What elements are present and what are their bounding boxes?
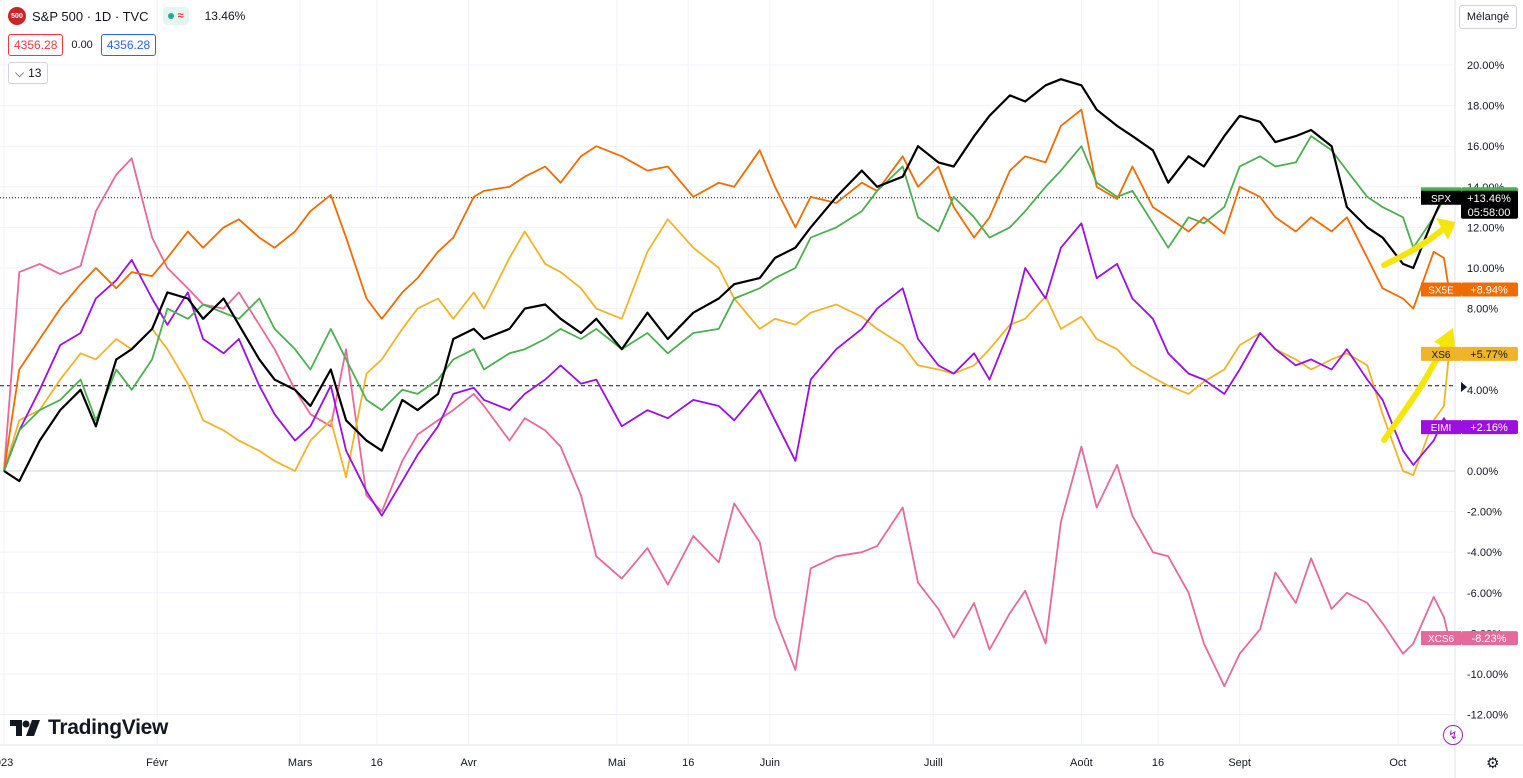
series-name-text: EIMI xyxy=(1431,423,1452,434)
series-name-tag xyxy=(1421,282,1461,297)
series-name-text: XCS6 xyxy=(1428,634,1455,645)
countdown-text: 05:58:00 xyxy=(1468,207,1511,219)
series-label-xcs6: XCS6 -8.23% xyxy=(1421,631,1518,646)
tradingview-logo-text: TradingView xyxy=(48,716,169,739)
series-line-xs6[interactable] xyxy=(3,218,1450,478)
time-scale-tick-label: Juin xyxy=(760,757,780,769)
market-open-dot-icon xyxy=(167,13,174,19)
annotation-arrowhead-upper xyxy=(1436,218,1456,240)
annotation-arrow-upper xyxy=(1381,222,1451,268)
series-line-iwda[interactable] xyxy=(3,135,1450,472)
time-scale-tick-label: Oct xyxy=(1389,757,1406,769)
tradingview-logo[interactable]: TradingView xyxy=(10,716,168,740)
time-scale-tick-label: Juill xyxy=(924,757,943,769)
indicators-count: 13 xyxy=(28,66,42,80)
series-line-eimi[interactable] xyxy=(3,222,1450,517)
time-scale-tick-label: 16 xyxy=(1152,757,1164,769)
series-lines xyxy=(3,78,1450,688)
series-label-spx: SPX +13.46% 05:58:00 xyxy=(1421,190,1518,219)
price-scale-tick-label: -2.00% xyxy=(1467,507,1502,519)
time-scale-tick-label: Févr xyxy=(146,757,168,769)
price-scale-tick-label: 12.00% xyxy=(1467,222,1505,234)
series-name-text: SPX xyxy=(1431,194,1451,205)
series-value-text: -8.23% xyxy=(1472,633,1507,645)
series-label-xs6: XS6 +5.77% xyxy=(1421,346,1518,361)
time-scale-tick-label: Sept xyxy=(1228,757,1251,769)
price-scale-tick-label: -4.00% xyxy=(1467,547,1502,559)
series-name-text: SX5E xyxy=(1428,286,1454,297)
price-scale-tick-label: 16.00% xyxy=(1467,141,1505,153)
time-scale-tick-label: Août xyxy=(1070,757,1093,769)
price-scale-tick-label: -12.00% xyxy=(1467,710,1508,722)
series-value-tag xyxy=(1461,346,1518,361)
series-line-xcs6[interactable] xyxy=(3,157,1450,688)
scale-mode-button[interactable]: Mélangé xyxy=(1459,5,1517,29)
series-value-text: +13.46% xyxy=(1467,193,1511,205)
series-line-sx5e[interactable] xyxy=(3,108,1450,472)
price-scale-tick-label: 8.00% xyxy=(1467,304,1498,316)
price-scale: 20.00%18.00%16.00%14.00%12.00%10.00%8.00… xyxy=(1461,60,1508,722)
series-label-eimi: EIMI +2.16% xyxy=(1421,420,1518,435)
price-scale-tick-label: 0.00% xyxy=(1467,466,1498,478)
series-value-text: +2.16% xyxy=(1470,422,1508,434)
annotation-arrowhead-lower xyxy=(1434,328,1456,352)
price-scale-tick-label: 20.00% xyxy=(1467,60,1505,72)
buy-button[interactable]: 4356.28 xyxy=(100,34,157,56)
market-status-badge[interactable]: ≈ xyxy=(162,7,189,25)
series-name-tag xyxy=(1421,346,1461,361)
chart-grid xyxy=(0,0,1455,745)
series-value-tag xyxy=(1461,282,1518,297)
series-name-tag xyxy=(1421,420,1461,435)
symbol-logo[interactable]: 500 xyxy=(8,7,26,25)
symbol-title[interactable]: S&P 500 · 1D · TVC xyxy=(32,8,149,24)
time-scale-tick-label: Mai xyxy=(608,757,626,769)
time-scale-tick-label: 16 xyxy=(371,757,383,769)
settings-gear-icon[interactable]: ⚙ xyxy=(1486,755,1500,772)
change-percent: 13.46% xyxy=(204,9,246,23)
time-scale-tick-label: 023 xyxy=(0,757,13,769)
spread-value: 0.00 xyxy=(71,39,93,51)
series-label-sx5e: SX5E +8.94% xyxy=(1421,282,1518,297)
series-line-spx[interactable] xyxy=(3,78,1450,483)
series-value-text: +8.94% xyxy=(1470,285,1508,297)
price-scale-tick-label: 18.00% xyxy=(1467,101,1505,113)
series-name-text: XS6 xyxy=(1432,350,1451,361)
price-scale-tick-label: 4.00% xyxy=(1467,385,1498,397)
time-scale-tick-label: Avr xyxy=(460,757,477,769)
series-last-value-labels: IWDA+13.63%SPX+13.46%05:58:00SX5E+8.94%X… xyxy=(1421,187,1518,646)
series-value-text: +5.77% xyxy=(1470,349,1508,361)
chevron-down-icon: ⌵ xyxy=(15,65,25,80)
indicators-toggle[interactable]: ⌵ 13 xyxy=(8,62,49,84)
reference-marker xyxy=(1461,382,1467,392)
time-scale-tick-label: Mars xyxy=(288,757,313,769)
time-scale-tick-label: 16 xyxy=(682,757,694,769)
lightning-icon[interactable]: ↯ xyxy=(1443,725,1463,745)
delayed-data-icon: ≈ xyxy=(177,10,184,22)
price-scale-tick-label: -10.00% xyxy=(1467,669,1508,681)
legend-header: 500 S&P 500 · 1D · TVC ≈ 13.46% xyxy=(8,7,245,25)
price-scale-tick-label: 10.00% xyxy=(1467,263,1505,275)
trade-panel: 4356.28 0.00 4356.28 xyxy=(8,34,157,56)
series-name-tag xyxy=(1421,190,1461,205)
sell-button[interactable]: 4356.28 xyxy=(8,34,64,56)
series-value-tag xyxy=(1461,190,1518,219)
series-value-tag xyxy=(1461,420,1518,435)
series-name-tag xyxy=(1421,631,1461,646)
price-scale-tick-label: -6.00% xyxy=(1467,588,1502,600)
series-value-tag xyxy=(1461,631,1518,646)
tradingview-logo-icon xyxy=(10,720,40,736)
